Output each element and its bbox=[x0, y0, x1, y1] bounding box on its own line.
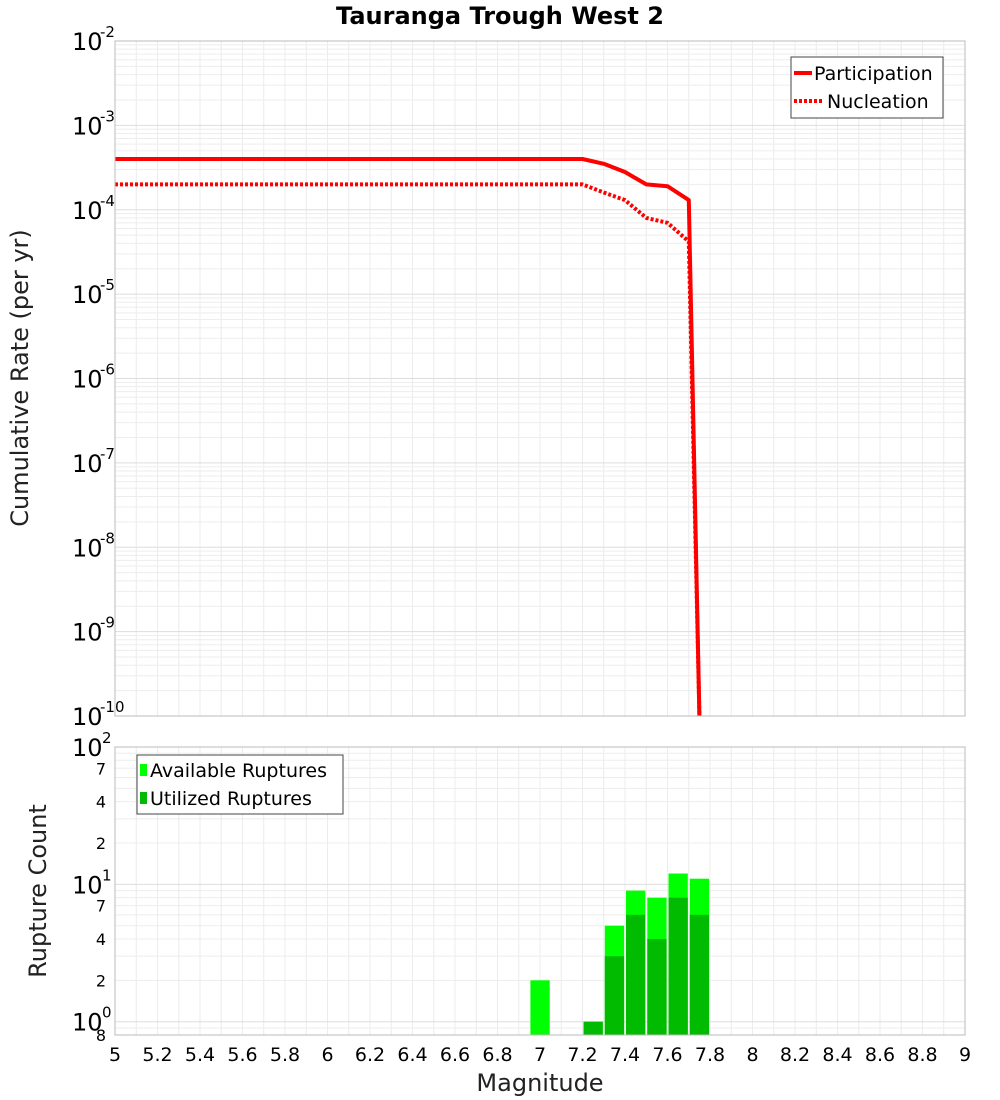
bottom-plot-border bbox=[114, 746, 966, 1036]
x-tick-label: 6 bbox=[321, 1044, 333, 1066]
bottom-y-minor-label: 2 bbox=[96, 834, 106, 853]
bottom-y-tick-exp: 1 bbox=[102, 866, 112, 884]
top-y-tick-base: 10 bbox=[72, 366, 103, 394]
top-y-tick-base: 10 bbox=[72, 619, 103, 647]
legend-participation-label: Participation bbox=[814, 63, 933, 85]
top-y-tick-exp: -7 bbox=[100, 445, 115, 463]
x-tick-label: 8 bbox=[746, 1044, 758, 1066]
top-y-axis-label: Cumulative Rate (per yr) bbox=[6, 229, 34, 527]
top-y-tick-exp: -6 bbox=[100, 361, 115, 379]
legend-utilized-label: Utilized Ruptures bbox=[150, 788, 312, 810]
top-y-tick-base: 10 bbox=[72, 703, 103, 731]
utilized-bar bbox=[626, 914, 646, 1035]
top-y-tick-base: 10 bbox=[72, 281, 103, 309]
bottom-x-ticks: 5 5.2 5.4 5.6 5.8 6 6.2 6.4 6.6 6.8 7 7.2 7.4 7.6 7.8 8… bbox=[109, 1044, 971, 1066]
top-legend-box bbox=[790, 56, 944, 119]
bottom-y-minor-label: 7 bbox=[96, 759, 106, 778]
bottom-y-minor-label: 8 bbox=[96, 1026, 106, 1045]
x-tick-label: 7.2 bbox=[567, 1044, 597, 1066]
series-line-nucleation bbox=[115, 182, 702, 717]
top-y-tick-exp: -8 bbox=[100, 529, 115, 547]
x-tick-label: 5.4 bbox=[185, 1044, 215, 1066]
bottom-legend: Available Ruptures Utilized Ruptures bbox=[136, 754, 344, 815]
top-legend: Participation Nucleation bbox=[790, 56, 944, 119]
x-axis-label: Magnitude bbox=[476, 1069, 603, 1097]
top-y-tick-exp: -5 bbox=[100, 276, 115, 294]
top-y-tick-exp: -10 bbox=[100, 698, 125, 716]
top-plot-border bbox=[114, 40, 966, 717]
top-y-tick-base: 10 bbox=[72, 28, 103, 56]
top-series bbox=[115, 157, 702, 717]
bottom-y-tick-exp: 0 bbox=[102, 1004, 112, 1022]
top-y-tick-base: 10 bbox=[72, 112, 103, 140]
x-tick-label: 6.2 bbox=[355, 1044, 385, 1066]
series-line-participation bbox=[115, 157, 702, 717]
x-tick-label: 6.8 bbox=[482, 1044, 512, 1066]
top-grid bbox=[115, 41, 966, 717]
legend-available-label: Available Ruptures bbox=[150, 760, 327, 782]
chart-title: Tauranga Trough West 2 bbox=[336, 2, 664, 30]
bottom-y-minor-label: 7 bbox=[96, 897, 106, 916]
top-y-tick-exp: -3 bbox=[100, 107, 115, 125]
top-y-tick-exp: -9 bbox=[100, 614, 115, 632]
x-tick-label: 8.8 bbox=[907, 1044, 937, 1066]
bottom-y-tick-base: 10 bbox=[72, 1009, 103, 1037]
top-y-tick-base: 10 bbox=[72, 534, 103, 562]
utilized-bar bbox=[647, 939, 667, 1035]
x-tick-label: 8.6 bbox=[865, 1044, 895, 1066]
bottom-y-minor-label: 2 bbox=[96, 971, 106, 990]
available-bar bbox=[530, 980, 550, 1035]
top-y-tick-base: 10 bbox=[72, 197, 103, 225]
x-tick-label: 5.2 bbox=[142, 1044, 172, 1066]
x-tick-label: 5 bbox=[109, 1044, 121, 1066]
utilized-bar bbox=[604, 956, 625, 1035]
legend-available-swatch bbox=[140, 764, 147, 776]
bottom-legend-box bbox=[136, 754, 344, 815]
x-tick-label: 5.8 bbox=[270, 1044, 300, 1066]
bottom-bars bbox=[530, 873, 710, 1035]
x-tick-label: 6.6 bbox=[440, 1044, 470, 1066]
x-tick-label: 7 bbox=[534, 1044, 546, 1066]
bottom-y-tick-base: 10 bbox=[72, 871, 103, 899]
x-tick-label: 7.6 bbox=[652, 1044, 682, 1066]
bottom-y-axis-label: Rupture Count bbox=[24, 804, 52, 978]
utilized-bar bbox=[689, 914, 710, 1035]
legend-nucleation-label: Nucleation bbox=[827, 91, 929, 113]
top-y-tick-exp: -4 bbox=[100, 192, 115, 210]
x-tick-label: 8.2 bbox=[780, 1044, 810, 1066]
utilized-bar bbox=[583, 1021, 603, 1035]
legend-utilized-swatch bbox=[140, 792, 147, 804]
x-tick-label: 8.4 bbox=[822, 1044, 852, 1066]
bottom-y-minor-label: 4 bbox=[96, 793, 106, 812]
bottom-y-tick-base: 10 bbox=[72, 734, 103, 762]
x-tick-label: 6.4 bbox=[397, 1044, 427, 1066]
top-y-tick-base: 10 bbox=[72, 450, 103, 478]
x-tick-label: 5.6 bbox=[227, 1044, 257, 1066]
bottom-y-minor-label: 4 bbox=[96, 930, 106, 949]
top-y-tick-exp: -2 bbox=[100, 23, 115, 41]
bottom-y-tick-exp: 2 bbox=[102, 729, 112, 747]
utilized-bar bbox=[668, 897, 688, 1035]
x-tick-label: 9 bbox=[959, 1044, 971, 1066]
x-tick-label: 7.4 bbox=[610, 1044, 640, 1066]
x-tick-label: 7.8 bbox=[695, 1044, 725, 1066]
